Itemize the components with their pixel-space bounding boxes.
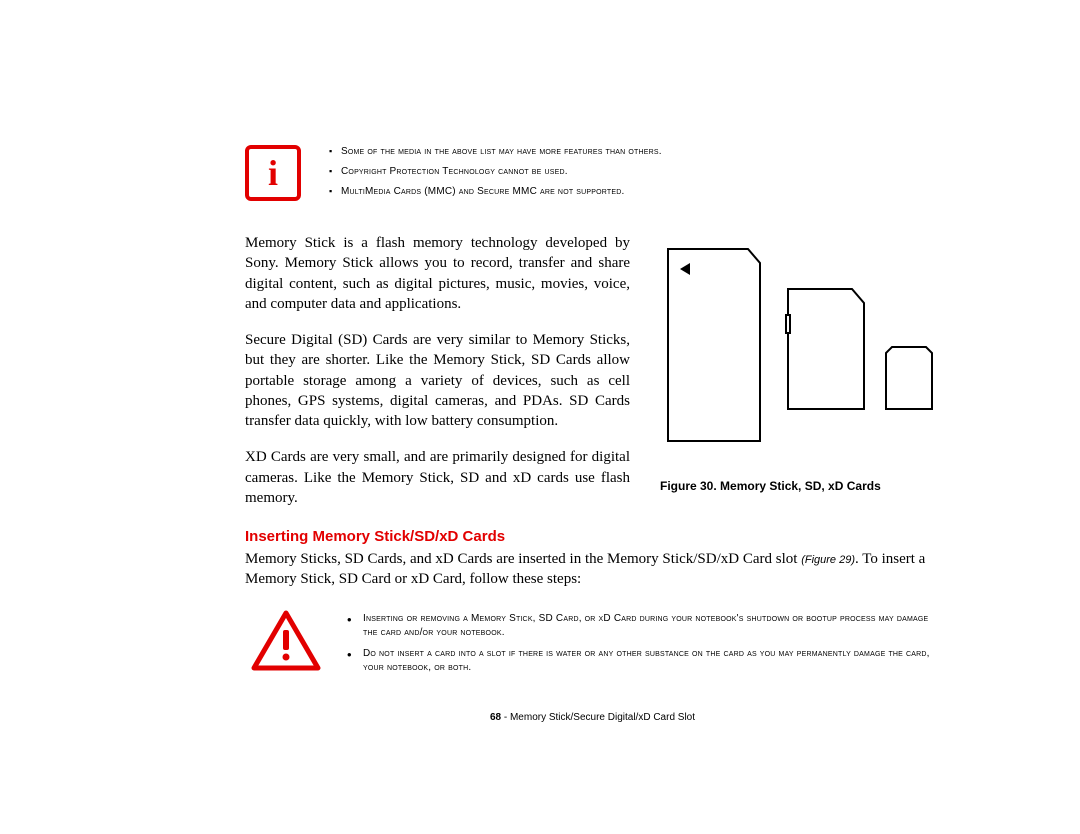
footer-title: Memory Stick/Secure Digital/xD Card Slot bbox=[510, 712, 695, 723]
text-column: Memory Stick is a flash memory technolog… bbox=[245, 233, 630, 508]
body-columns: Memory Stick is a flash memory technolog… bbox=[245, 233, 940, 508]
page-footer: 68 - Memory Stick/Secure Digital/xD Card… bbox=[245, 712, 940, 723]
warning-item: Inserting or removing a Memory Stick, SD… bbox=[347, 612, 940, 641]
body-paragraph: XD Cards are very small, and are primari… bbox=[245, 447, 630, 508]
info-note: MultiMedia Cards (MMC) and Secure MMC ar… bbox=[329, 185, 940, 199]
warning-icon bbox=[245, 610, 327, 672]
info-icon: i bbox=[245, 145, 301, 201]
footer-sep: - bbox=[501, 712, 510, 723]
page-content: i Some of the media in the above list ma… bbox=[245, 145, 940, 723]
warning-list: Inserting or removing a Memory Stick, SD… bbox=[327, 610, 940, 682]
warning-item: Do not insert a card into a slot if ther… bbox=[347, 647, 940, 676]
body-paragraph: Memory Stick is a flash memory technolog… bbox=[245, 233, 630, 314]
memory-cards-illustration bbox=[660, 241, 940, 461]
body-paragraph: Secure Digital (SD) Cards are very simil… bbox=[245, 330, 630, 431]
info-note: Some of the media in the above list may … bbox=[329, 145, 940, 159]
body-paragraph: Memory Sticks, SD Cards, and xD Cards ar… bbox=[245, 549, 940, 590]
insert-text-pre: Memory Sticks, SD Cards, and xD Cards ar… bbox=[245, 551, 801, 567]
page-number: 68 bbox=[490, 712, 501, 723]
info-icon-glyph: i bbox=[268, 155, 278, 191]
info-notes-list: Some of the media in the above list may … bbox=[329, 145, 940, 205]
warning-callout: Inserting or removing a Memory Stick, SD… bbox=[245, 610, 940, 682]
info-callout: i Some of the media in the above list ma… bbox=[245, 145, 940, 205]
section-heading: Inserting Memory Stick/SD/xD Cards bbox=[245, 528, 940, 545]
figure-reference: (Figure 29) bbox=[801, 554, 855, 566]
warning-triangle-icon bbox=[251, 610, 321, 672]
figure-column: Figure 30. Memory Stick, SD, xD Cards bbox=[660, 233, 940, 508]
figure-caption: Figure 30. Memory Stick, SD, xD Cards bbox=[660, 479, 940, 493]
info-note: Copyright Protection Technology cannot b… bbox=[329, 165, 940, 179]
